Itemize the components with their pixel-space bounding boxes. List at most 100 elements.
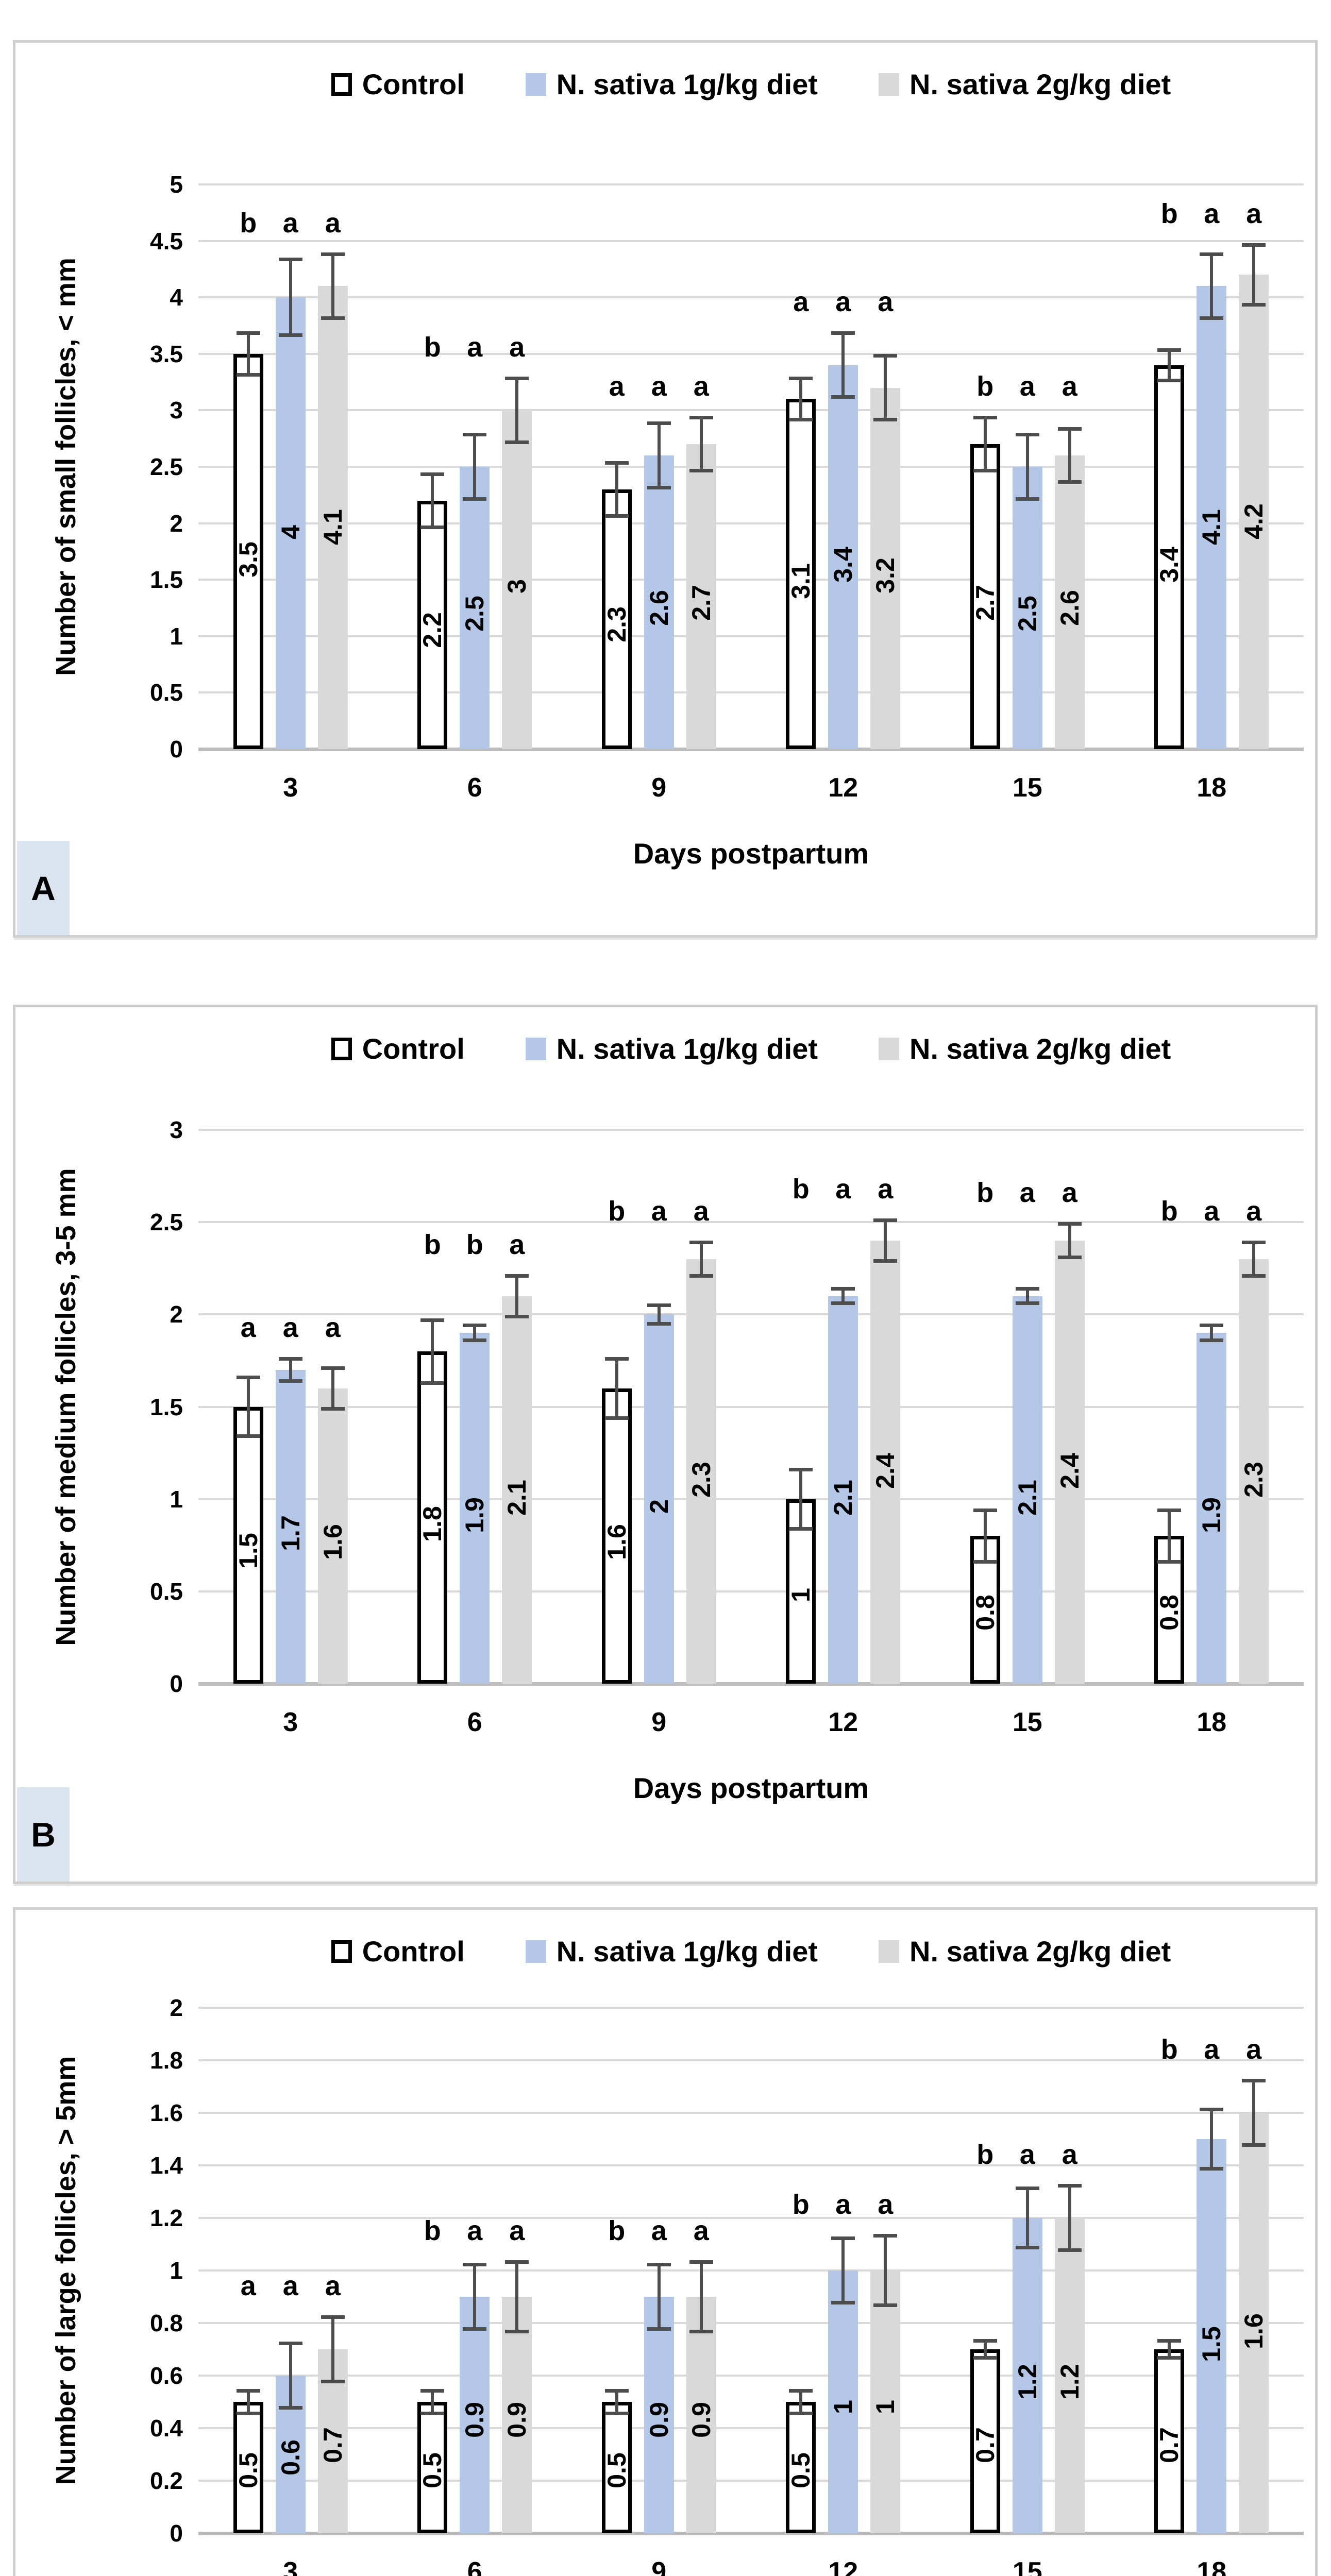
error-bar-part: [463, 433, 487, 437]
error-bar-part: [831, 331, 855, 335]
bar-sativa1: [460, 467, 490, 749]
error-bar: [463, 2262, 487, 2331]
grid-line: [198, 1498, 1304, 1500]
legend-label: Control: [362, 1032, 465, 1065]
x-tick-label: 3: [283, 1707, 298, 1737]
value-label: 1: [829, 2400, 858, 2415]
legend-item-sativa2: N. sativa 2g/kg diet: [879, 67, 1171, 101]
error-bar-part: [278, 1357, 302, 1361]
grid-line: [198, 1221, 1304, 1224]
significance-letter: a: [1204, 1196, 1220, 1227]
significance-letter: a: [1246, 2033, 1262, 2065]
error-bar: [789, 2388, 813, 2415]
bar-sativa1: [644, 455, 674, 749]
value-label: 1.7: [276, 1515, 305, 1551]
y-axis-title: Number of medium follicles, 3-5 mm: [50, 1167, 81, 1646]
legend-label: N. sativa 1g/kg diet: [556, 68, 818, 100]
bar-sativa1: [460, 2297, 490, 2533]
error-bar: [321, 1366, 345, 1411]
y-tick-label: 1.8: [150, 2047, 183, 2074]
bar-control: [786, 399, 816, 749]
error-bar-part: [1242, 2143, 1266, 2147]
significance-letter: a: [1062, 1177, 1077, 1209]
y-tick-label: 0.8: [150, 2310, 183, 2336]
error-bar-part: [604, 461, 629, 465]
value-label: 2.1: [1013, 1480, 1042, 1516]
value-label: 4.2: [1239, 503, 1269, 539]
error-bar-part: [1157, 2356, 1182, 2360]
error-bar-part: [289, 258, 292, 337]
x-tick-label: 18: [1197, 1707, 1227, 1737]
error-bar: [321, 2315, 345, 2384]
error-bar: [1242, 1241, 1266, 1278]
error-bar: [647, 2262, 671, 2331]
value-label: 1.8: [418, 1506, 447, 1543]
error-bar-part: [505, 1314, 529, 1318]
error-bar-part: [463, 2262, 487, 2266]
significance-letter: a: [325, 2270, 341, 2301]
significance-letter: a: [1019, 2139, 1035, 2170]
error-bar: [604, 2388, 629, 2415]
error-bar-part: [873, 353, 898, 358]
value-label: 1: [871, 2400, 900, 2415]
grid-line: [198, 183, 1304, 185]
bar-sativa2: [502, 1296, 532, 1684]
error-bar: [789, 376, 813, 422]
sativa2-swatch-icon: [879, 1037, 900, 1060]
error-bar-part: [1025, 1286, 1029, 1306]
error-bar: [831, 1286, 855, 1306]
error-bar-part: [615, 1357, 618, 1420]
value-label: 0.7: [1155, 2427, 1184, 2463]
y-tick-label: 2: [170, 1994, 183, 2021]
error-bar-part: [831, 395, 855, 399]
error-bar-part: [1057, 1255, 1082, 1259]
error-bar: [873, 2233, 898, 2308]
bar-sativa2: [1239, 275, 1269, 749]
error-bar-part: [841, 2236, 845, 2305]
plot-area: 0 0.2 0.4 0.6 0.8 1 1.2 1.4 1.6 1.8 2 3 0.5 a 0.6 a 0.7 a…: [150, 1994, 1304, 2576]
error-bar-part: [873, 2303, 898, 2308]
error-bar-part: [1057, 2183, 1082, 2188]
value-label: 0.7: [970, 2427, 1000, 2463]
error-bar-part: [1200, 2167, 1224, 2171]
bar-sativa2: [1054, 455, 1085, 749]
panel-letter-badge: B: [17, 1787, 70, 1882]
error-bar-part: [884, 2233, 887, 2308]
error-bar-part: [420, 525, 445, 529]
bar-sativa2: [502, 410, 532, 749]
value-label: 0.9: [460, 2401, 490, 2438]
error-bar: [321, 252, 345, 320]
error-bar: [1015, 433, 1039, 501]
significance-letter: a: [240, 2270, 256, 2301]
value-label: 1.9: [460, 1497, 490, 1533]
error-bar-part: [463, 497, 487, 501]
bar-control: [601, 2402, 632, 2533]
error-bar: [1015, 1286, 1039, 1306]
error-bar-part: [831, 1286, 855, 1291]
error-bar-part: [657, 421, 661, 489]
error-bar-part: [1068, 2183, 1071, 2252]
value-label: 2.2: [418, 612, 447, 648]
bar-sativa1: [828, 2270, 858, 2533]
significance-letter: b: [792, 2189, 810, 2220]
error-bar-part: [1168, 348, 1171, 382]
significance-letter: a: [467, 331, 483, 363]
value-label: 2.4: [871, 1453, 900, 1489]
error-bar-part: [473, 2262, 477, 2331]
error-bar-part: [647, 1303, 671, 1307]
error-bar: [278, 1357, 302, 1383]
significance-letter: a: [835, 2189, 851, 2220]
error-bar: [463, 1324, 487, 1343]
error-bar: [463, 433, 487, 501]
error-bar-part: [973, 1508, 997, 1512]
grid-line: [198, 579, 1304, 581]
significance-letter: a: [835, 286, 851, 317]
error-bar-part: [689, 2330, 713, 2334]
error-bar-part: [420, 1381, 445, 1385]
error-bar-part: [236, 1375, 260, 1379]
sativa1-swatch-icon: [525, 1037, 546, 1060]
significance-letter: a: [793, 286, 809, 317]
plot-area: 0 0.5 1 1.5 2 2.5 3 3 1.5 a 1.7 a 1.6 a 6 1.8 b 1.9 b 2.1 a 9…: [150, 1116, 1304, 1737]
error-bar-part: [1057, 2248, 1082, 2252]
